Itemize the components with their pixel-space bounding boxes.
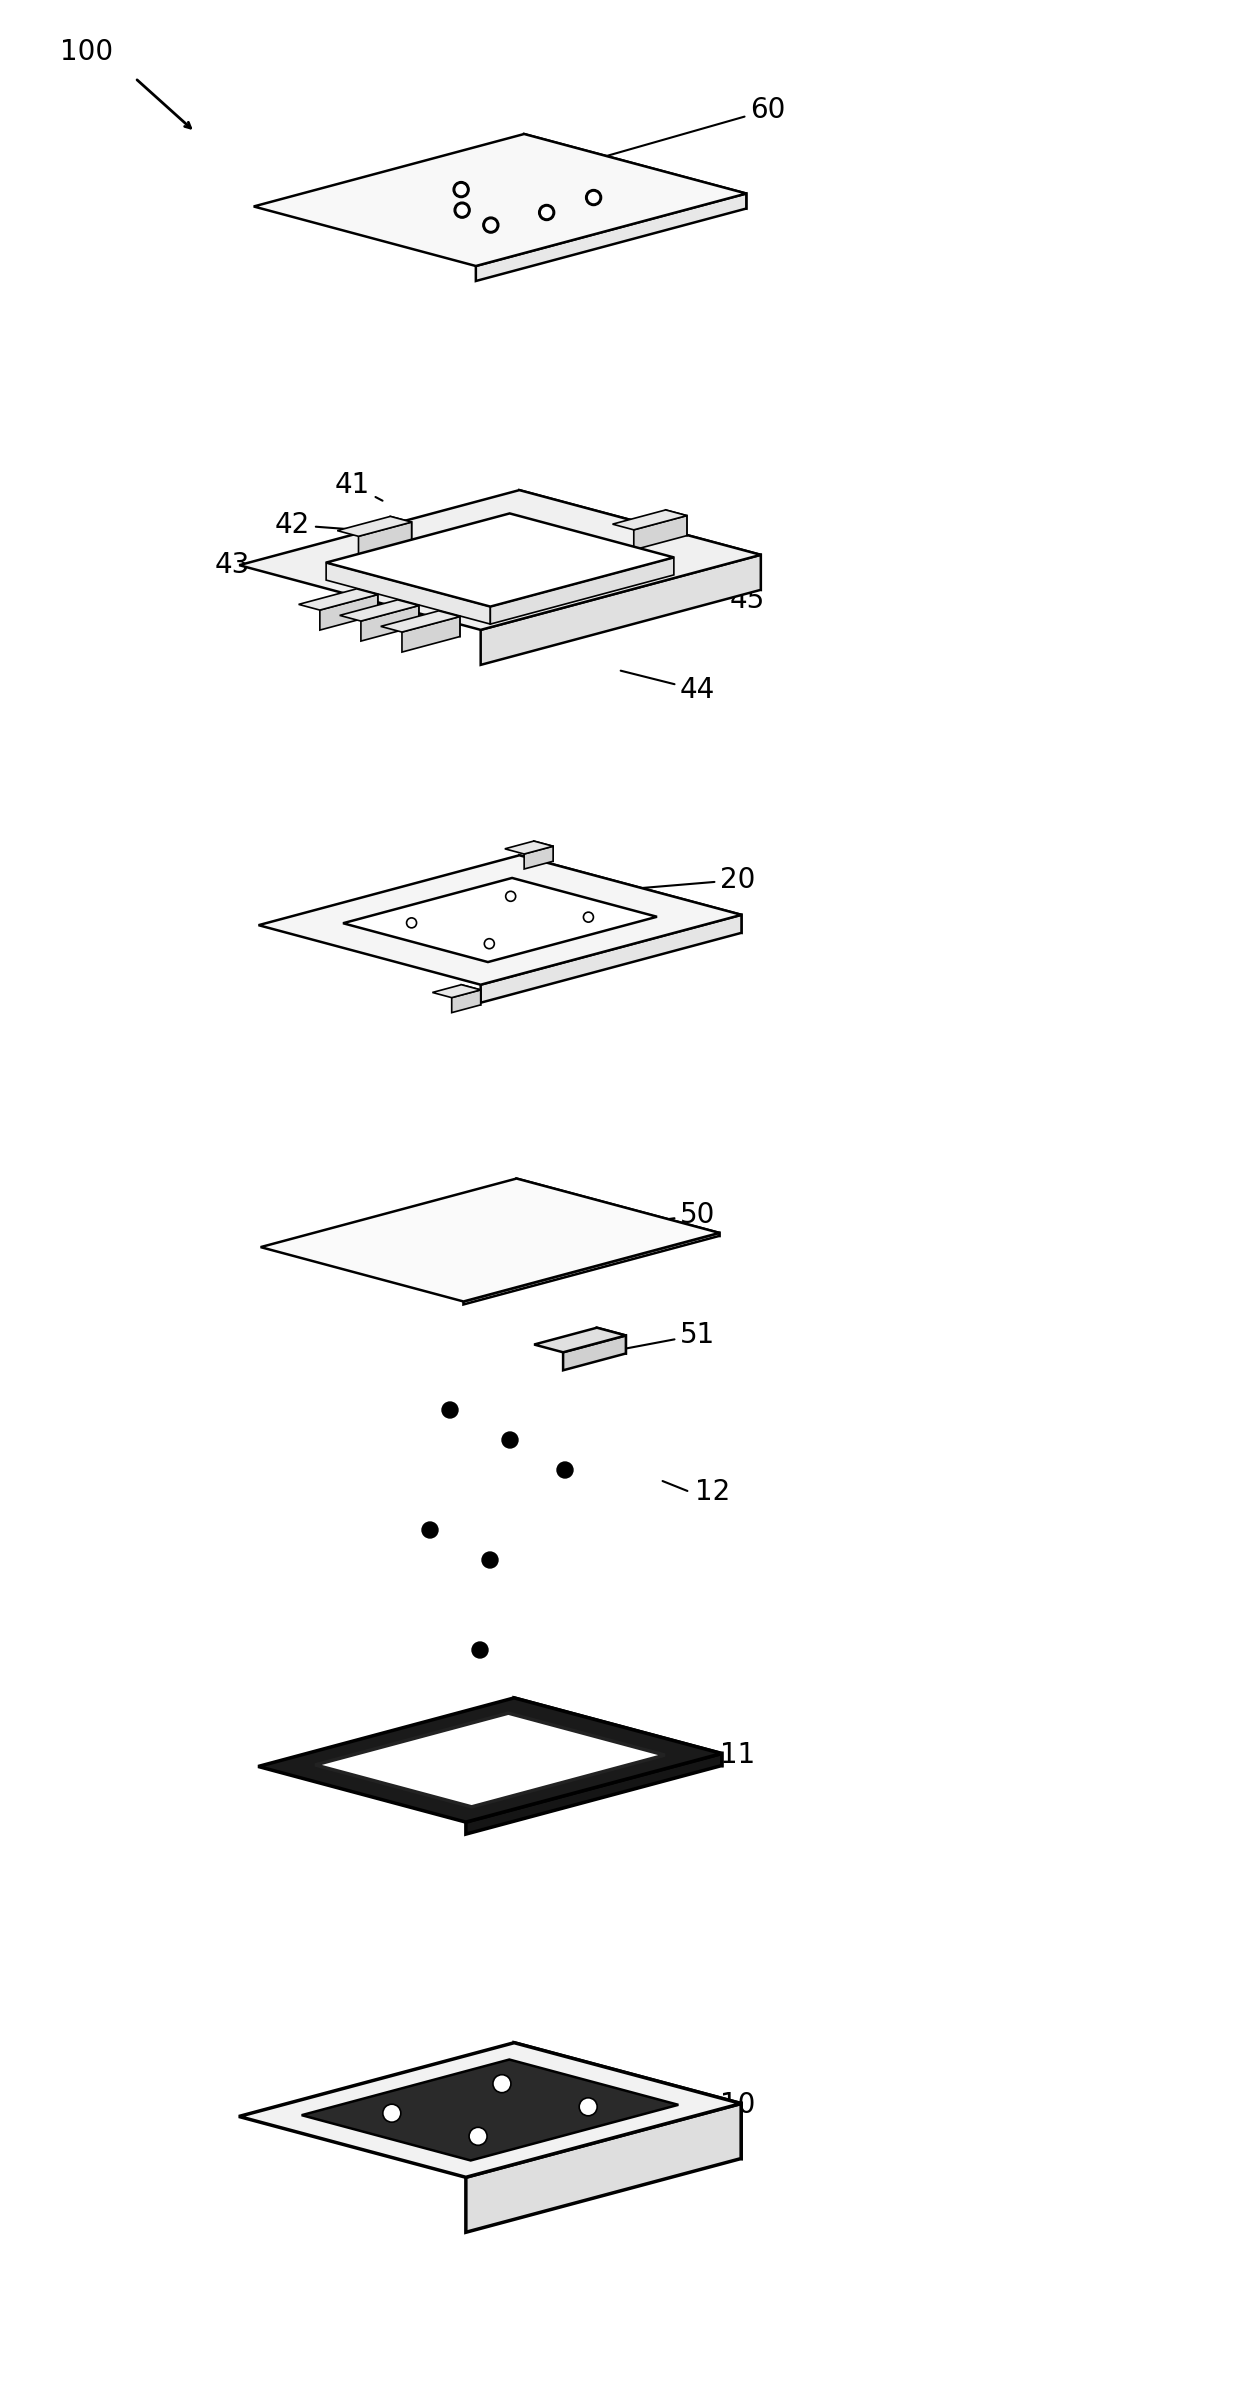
- Text: 42: 42: [275, 511, 357, 540]
- Polygon shape: [239, 2042, 742, 2177]
- Text: 12: 12: [694, 1478, 730, 1507]
- Circle shape: [482, 1553, 498, 1567]
- Circle shape: [482, 216, 498, 233]
- Polygon shape: [490, 557, 673, 624]
- Polygon shape: [258, 854, 742, 984]
- Circle shape: [407, 917, 417, 929]
- Polygon shape: [340, 600, 419, 622]
- Polygon shape: [666, 509, 687, 535]
- Circle shape: [502, 1433, 518, 1447]
- Polygon shape: [476, 194, 746, 281]
- Circle shape: [472, 1642, 489, 1658]
- Text: 10: 10: [652, 2090, 755, 2119]
- Circle shape: [485, 938, 495, 948]
- Text: 44: 44: [621, 670, 715, 703]
- Polygon shape: [239, 490, 761, 629]
- Polygon shape: [337, 516, 412, 535]
- Circle shape: [585, 190, 601, 206]
- Polygon shape: [326, 562, 490, 624]
- Polygon shape: [254, 134, 746, 266]
- Circle shape: [453, 182, 469, 197]
- Circle shape: [506, 890, 516, 902]
- Polygon shape: [391, 516, 412, 542]
- Text: 60: 60: [578, 96, 785, 163]
- Polygon shape: [326, 514, 673, 607]
- Text: 100: 100: [60, 38, 113, 65]
- Polygon shape: [534, 1327, 626, 1351]
- Polygon shape: [481, 554, 761, 665]
- Text: 51: 51: [621, 1320, 715, 1349]
- Circle shape: [456, 185, 466, 194]
- Polygon shape: [466, 2102, 742, 2232]
- Circle shape: [469, 2126, 487, 2146]
- Polygon shape: [515, 2042, 742, 2158]
- Polygon shape: [520, 854, 742, 934]
- Circle shape: [579, 2098, 598, 2117]
- Polygon shape: [357, 588, 378, 614]
- Polygon shape: [461, 984, 481, 1006]
- Polygon shape: [343, 878, 657, 962]
- Polygon shape: [258, 1697, 722, 1822]
- Polygon shape: [520, 490, 761, 590]
- Polygon shape: [517, 1178, 719, 1236]
- Polygon shape: [402, 617, 460, 653]
- Circle shape: [383, 2105, 401, 2122]
- Polygon shape: [525, 847, 553, 869]
- Polygon shape: [596, 1327, 626, 1354]
- Text: 50: 50: [593, 1200, 715, 1229]
- Polygon shape: [466, 1754, 722, 1834]
- Circle shape: [589, 192, 599, 202]
- Polygon shape: [451, 989, 481, 1013]
- Polygon shape: [299, 588, 378, 610]
- Circle shape: [538, 204, 554, 221]
- Text: 43: 43: [215, 552, 317, 578]
- Polygon shape: [481, 914, 742, 1003]
- Polygon shape: [439, 612, 460, 636]
- Text: 41: 41: [335, 470, 383, 502]
- Circle shape: [422, 1522, 438, 1538]
- Polygon shape: [563, 1334, 626, 1370]
- Circle shape: [458, 204, 467, 216]
- Polygon shape: [515, 1697, 722, 1766]
- Polygon shape: [381, 612, 460, 631]
- Circle shape: [454, 202, 470, 218]
- Polygon shape: [533, 840, 553, 862]
- Polygon shape: [433, 984, 481, 998]
- Circle shape: [584, 912, 594, 922]
- Polygon shape: [398, 600, 419, 626]
- Polygon shape: [505, 840, 553, 854]
- Polygon shape: [634, 516, 687, 550]
- Text: 20: 20: [621, 866, 755, 893]
- Circle shape: [557, 1462, 573, 1478]
- Circle shape: [441, 1402, 458, 1418]
- Polygon shape: [464, 1234, 719, 1306]
- Polygon shape: [358, 523, 412, 557]
- Polygon shape: [525, 134, 746, 209]
- Polygon shape: [361, 605, 419, 641]
- Polygon shape: [613, 509, 687, 530]
- Circle shape: [494, 2074, 511, 2093]
- Polygon shape: [260, 1178, 719, 1301]
- Text: 11: 11: [642, 1740, 755, 1769]
- Circle shape: [486, 221, 496, 230]
- Polygon shape: [320, 595, 378, 631]
- Text: 45: 45: [671, 586, 765, 614]
- Polygon shape: [301, 2059, 678, 2160]
- Circle shape: [542, 206, 552, 218]
- Polygon shape: [315, 1714, 665, 1807]
